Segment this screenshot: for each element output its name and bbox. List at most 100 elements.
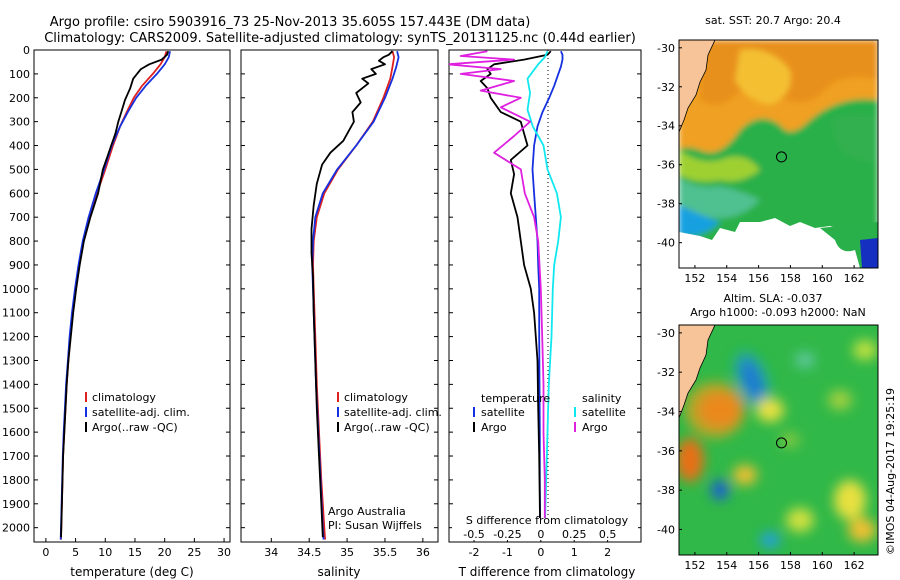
x-tick-label: 34.5 [297, 546, 322, 559]
temperature-lines [59, 50, 171, 540]
salinity-lines [310, 50, 400, 540]
sla-lat-ticks: -30 -32 -34 -36 -38 -40 [657, 327, 682, 536]
legend-satellite-label: satellite-adj. clim. [344, 406, 442, 419]
y-tick-label: 1900 [2, 498, 30, 511]
lat-tick-label: -30 [657, 327, 675, 340]
y-tick-label: 1800 [2, 474, 30, 487]
lon-tick-label: 158 [780, 272, 801, 285]
x-tick-label: 15 [128, 546, 142, 559]
y-tick-label: 600 [9, 187, 30, 200]
s-tick-label: -0.25 [493, 528, 521, 541]
y-tick-label: 1500 [2, 402, 30, 415]
s-tick-label: -0.5 [463, 528, 484, 541]
legend-salinity-title: salinity [582, 392, 622, 405]
lat-tick-label: -34 [657, 405, 675, 418]
series-line-salinity-satellite [526, 50, 562, 540]
x-tick-label: 0 [537, 546, 544, 559]
series-line-climatology [60, 50, 168, 540]
lon-tick-label: 160 [812, 272, 833, 285]
x-tick-label: -2 [469, 546, 480, 559]
salinity-y-ticks [241, 49, 438, 529]
x-tick-label: 25 [187, 546, 201, 559]
x-tick-label: 20 [158, 546, 172, 559]
lon-tick-label: 158 [780, 559, 801, 572]
x-tick-label: 2 [604, 546, 611, 559]
header-title: Argo profile: csiro 5903916_73 25-Nov-20… [50, 15, 531, 30]
lat-tick-label: -34 [657, 120, 675, 133]
lon-tick-label: 152 [684, 559, 705, 572]
s-tick-label: 0.25 [562, 528, 587, 541]
lon-tick-label: 156 [748, 559, 769, 572]
s-tick-label: 0 [537, 528, 544, 541]
legend-satellite-label: satellite-adj. clim. [92, 406, 190, 419]
difference-x-ticks: -2 -1 0 1 2 [469, 538, 611, 559]
y-tick-label: 100 [9, 68, 30, 81]
sst-field [679, 40, 878, 268]
sla-lon-ticks: 152 154 156 158 160 162 [684, 552, 865, 572]
lat-tick-label: -32 [657, 366, 675, 379]
lat-tick-label: -38 [657, 198, 675, 211]
x-tick-label: 5 [72, 546, 79, 559]
lon-tick-label: 162 [844, 272, 865, 285]
legend-temperature-title: temperature [481, 392, 550, 405]
salinity-x-ticks: 34 34.5 35 35.5 36 [264, 538, 430, 559]
x-tick-label: 1 [571, 546, 578, 559]
lat-tick-label: -40 [657, 523, 675, 536]
salinity-x-label: salinity [317, 565, 360, 579]
argo-position-marker [776, 151, 787, 163]
temperature-plot-frame [33, 49, 231, 543]
temperature-x-ticks: 0 5 10 15 20 25 30 [42, 538, 231, 559]
y-tick-label: 700 [9, 211, 30, 224]
sst-map-frame [678, 39, 879, 269]
y-tick-label: 800 [9, 235, 30, 248]
legend-sal-satellite-label: satellite [582, 406, 626, 419]
lat-tick-label: -40 [657, 237, 675, 250]
salinity-panel: 34 34.5 35 35.5 36 salinity climatology sate… [240, 49, 442, 579]
y-tick-label: 1100 [2, 307, 30, 320]
salinity-legend: climatology satellite-adj. clim. Argo(..… [337, 391, 442, 434]
lat-tick-label: -36 [657, 159, 675, 172]
copyright-label: ©IMOS 04-Aug-2017 19:25:19 [884, 388, 897, 555]
temperature-legend: climatology satellite-adj. clim. Argo(..… [85, 391, 190, 434]
depth-y-ticks: 0 100 200 300 400 500 600 700 800 900 1000 1100 1200… [2, 44, 230, 535]
y-tick-label: 1200 [2, 331, 30, 344]
legend-sal-argo-label: Argo [582, 421, 608, 434]
s-difference-label: S difference from climatology [466, 514, 629, 527]
temperature-panel: 0 5 10 15 20 25 30 0 100 200 300 400 500 600 700 800 90… [2, 44, 231, 579]
sla-field [679, 325, 878, 555]
sst-lon-ticks: 152 154 156 158 160 162 [684, 265, 865, 285]
legend-argo-label: Argo(..raw -QC) [344, 421, 430, 434]
x-tick-label: 35.5 [373, 546, 398, 559]
x-tick-label: 30 [217, 546, 231, 559]
sla-title-line2: Argo h1000: -0.093 h2000: NaN [690, 306, 866, 319]
y-tick-label: 2000 [2, 522, 30, 535]
header-subtitle: Climatology: CARS2009. Satellite-adjuste… [44, 31, 636, 46]
argo-position-marker [776, 437, 787, 449]
sst-map-title: sat. SST: 20.7 Argo: 20.4 [705, 14, 841, 27]
y-tick-label: 200 [9, 92, 30, 105]
difference-legend: temperature satellite Argo salinity sate… [473, 392, 626, 434]
lat-tick-label: -36 [657, 445, 675, 458]
x-tick-label: 35 [340, 546, 354, 559]
difference-plot-frame [448, 49, 642, 543]
x-tick-label: 34 [264, 546, 278, 559]
x-tick-label: 36 [416, 546, 430, 559]
lat-tick-label: -30 [657, 42, 675, 55]
series-line-climatology [312, 50, 396, 540]
lon-tick-label: 152 [684, 272, 705, 285]
owner-label: Argo Australia [328, 505, 406, 518]
y-tick-label: 500 [9, 163, 30, 176]
series-line-argo-raw-qc- [310, 50, 394, 538]
difference-panel: -2 -1 0 1 2 S difference from climatology -0… [448, 49, 642, 579]
series-line-salinity-argo [449, 50, 546, 538]
sla-map: Altim. SLA: -0.037 Argo h1000: -0.093 h2… [657, 292, 879, 572]
y-tick-label: 300 [9, 116, 30, 129]
sst-lat-ticks: -30 -32 -34 -36 -38 -40 [657, 42, 682, 250]
legend-climatology-label: climatology [344, 391, 408, 404]
y-tick-label: 1600 [2, 426, 30, 439]
series-line-satellite-adj-clim- [59, 51, 171, 540]
y-tick-label: 900 [9, 259, 30, 272]
series-line-satellite-adj-clim- [311, 50, 400, 540]
sla-title-line1: Altim. SLA: -0.037 [723, 292, 822, 305]
